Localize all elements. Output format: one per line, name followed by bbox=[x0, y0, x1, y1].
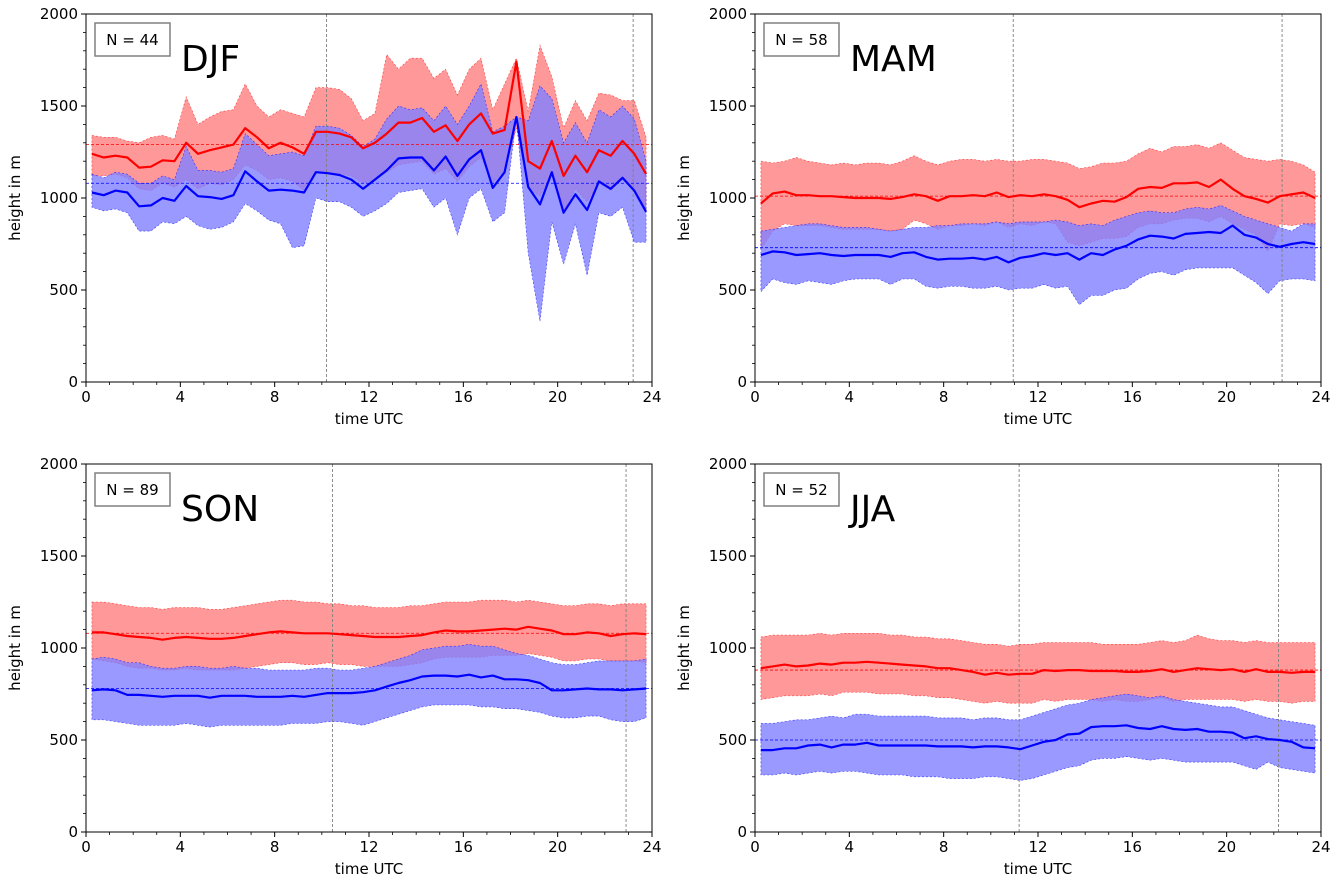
x-tick-label: 20 bbox=[1217, 388, 1236, 406]
y-tick-label: 500 bbox=[49, 731, 78, 749]
upper-series-line bbox=[760, 660, 1316, 676]
panel-mam: 0 4 8 12 16 20 24 0 500 1000 1500 2000 time UTC heigh… bbox=[675, 5, 1331, 428]
y-tick-label: 1500 bbox=[709, 547, 747, 565]
y-axis-label: height in m bbox=[675, 155, 693, 241]
x-tick-label: 4 bbox=[845, 388, 855, 406]
y-tick-label: 1500 bbox=[40, 97, 78, 115]
y-tick-label: 0 bbox=[737, 373, 747, 391]
sample-count-box: N = 44 bbox=[94, 22, 171, 57]
y-tick-label: 2000 bbox=[709, 455, 747, 473]
x-tick-label: 12 bbox=[359, 838, 378, 856]
plot-area bbox=[755, 14, 1321, 382]
y-tick-label: 2000 bbox=[709, 5, 747, 23]
y-tick-label: 0 bbox=[737, 823, 747, 841]
y-tick-label: 0 bbox=[68, 373, 78, 391]
x-axis-label: time UTC bbox=[335, 860, 403, 878]
lower-spread-band bbox=[91, 643, 647, 728]
y-tick-label: 1000 bbox=[40, 639, 78, 657]
y-tick-label: 500 bbox=[718, 281, 747, 299]
y-tick-label: 2000 bbox=[40, 5, 78, 23]
season-title: SON bbox=[181, 489, 259, 530]
lower-series-line bbox=[760, 224, 1316, 264]
x-tick-label: 8 bbox=[939, 838, 949, 856]
x-axis-label: time UTC bbox=[1004, 410, 1072, 428]
x-tick-label: 16 bbox=[1123, 388, 1142, 406]
x-tick-label: 20 bbox=[548, 388, 567, 406]
x-tick-label: 16 bbox=[1123, 838, 1142, 856]
x-axis-label: time UTC bbox=[1004, 860, 1072, 878]
lower-series-line bbox=[91, 115, 648, 214]
season-title: DJF bbox=[181, 39, 240, 80]
x-tick-label: 16 bbox=[454, 388, 473, 406]
x-tick-label: 4 bbox=[176, 838, 186, 856]
season-title: MAM bbox=[850, 39, 937, 80]
lower-spread-band bbox=[760, 693, 1316, 781]
sample-count-label: N = 89 bbox=[106, 481, 158, 499]
x-tick-label: 0 bbox=[750, 388, 760, 406]
x-tick-label: 20 bbox=[1217, 838, 1236, 856]
plot-area bbox=[86, 14, 652, 382]
y-axis-label: height in m bbox=[6, 605, 24, 691]
upper-series-line bbox=[91, 625, 647, 641]
x-tick-label: 24 bbox=[642, 388, 661, 406]
sample-count-label: N = 58 bbox=[775, 31, 827, 49]
x-axis-label: time UTC bbox=[335, 410, 403, 428]
panel-djf: 0 4 8 12 16 20 24 0 500 1000 1500 2000 time UTC heigh… bbox=[6, 5, 662, 428]
y-tick-label: 1000 bbox=[40, 189, 78, 207]
lower-series-line bbox=[91, 673, 647, 699]
x-tick-label: 0 bbox=[81, 388, 91, 406]
x-tick-label: 8 bbox=[939, 388, 949, 406]
x-tick-label: 12 bbox=[359, 388, 378, 406]
sample-count-box: N = 52 bbox=[763, 472, 840, 507]
y-axis-label: height in m bbox=[6, 155, 24, 241]
x-tick-label: 16 bbox=[454, 838, 473, 856]
x-tick-label: 8 bbox=[270, 388, 280, 406]
x-tick-label: 0 bbox=[81, 838, 91, 856]
y-tick-label: 1500 bbox=[40, 547, 78, 565]
sample-count-label: N = 52 bbox=[775, 481, 827, 499]
plot-area bbox=[755, 464, 1321, 832]
y-axis-label: height in m bbox=[675, 605, 693, 691]
upper-spread-band bbox=[760, 632, 1316, 704]
y-tick-label: 500 bbox=[718, 731, 747, 749]
sample-count-box: N = 89 bbox=[94, 472, 171, 507]
y-tick-label: 2000 bbox=[40, 455, 78, 473]
x-tick-label: 4 bbox=[845, 838, 855, 856]
y-tick-label: 0 bbox=[68, 823, 78, 841]
y-tick-label: 500 bbox=[49, 281, 78, 299]
x-tick-label: 4 bbox=[176, 388, 186, 406]
x-tick-label: 20 bbox=[548, 838, 567, 856]
x-tick-label: 12 bbox=[1028, 838, 1047, 856]
y-tick-label: 1500 bbox=[709, 97, 747, 115]
upper-series-line bbox=[760, 178, 1316, 209]
x-tick-label: 24 bbox=[1311, 388, 1330, 406]
x-tick-label: 0 bbox=[750, 838, 760, 856]
upper-series-line bbox=[91, 60, 648, 177]
y-tick-label: 1000 bbox=[709, 639, 747, 657]
sample-count-label: N = 44 bbox=[106, 31, 158, 49]
y-tick-label: 1000 bbox=[709, 189, 747, 207]
x-tick-label: 8 bbox=[270, 838, 280, 856]
season-title: JJA bbox=[848, 489, 896, 530]
x-tick-label: 24 bbox=[642, 838, 661, 856]
panel-jja: 0 4 8 12 16 20 24 0 500 1000 1500 2000 time UTC heigh… bbox=[675, 455, 1331, 878]
panel-son: 0 4 8 12 16 20 24 0 500 1000 1500 2000 time UTC heigh… bbox=[6, 455, 662, 878]
lower-spread-band bbox=[91, 83, 647, 322]
x-tick-label: 12 bbox=[1028, 388, 1047, 406]
x-tick-label: 24 bbox=[1311, 838, 1330, 856]
plot-area bbox=[86, 464, 652, 832]
lower-series-line bbox=[760, 724, 1316, 752]
sample-count-box: N = 58 bbox=[763, 22, 840, 57]
